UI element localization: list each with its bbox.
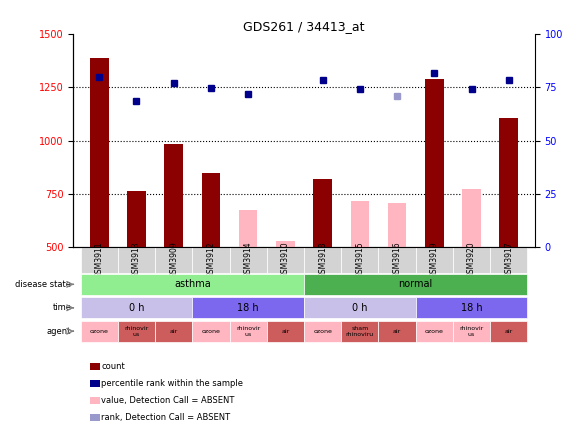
FancyBboxPatch shape [304, 274, 528, 295]
FancyBboxPatch shape [118, 321, 155, 342]
Text: time: time [52, 303, 72, 312]
Text: GSM3916: GSM3916 [392, 242, 401, 278]
Text: air: air [282, 329, 289, 334]
Text: GSM3917: GSM3917 [504, 242, 513, 278]
FancyBboxPatch shape [193, 297, 304, 318]
FancyBboxPatch shape [193, 321, 230, 342]
Text: air: air [393, 329, 401, 334]
Bar [202, 173, 220, 247]
Bar [314, 179, 332, 247]
FancyBboxPatch shape [155, 247, 193, 273]
FancyBboxPatch shape [341, 247, 378, 273]
Text: air: air [169, 329, 178, 334]
FancyBboxPatch shape [230, 321, 267, 342]
FancyBboxPatch shape [193, 247, 230, 273]
Text: sham
rhinoviru: sham rhinoviru [346, 326, 374, 337]
FancyBboxPatch shape [341, 321, 378, 342]
Bar [499, 118, 518, 247]
FancyBboxPatch shape [453, 321, 490, 342]
Text: GSM3918: GSM3918 [318, 242, 327, 278]
FancyBboxPatch shape [490, 321, 528, 342]
FancyBboxPatch shape [118, 247, 155, 273]
Text: value, Detection Call = ABSENT: value, Detection Call = ABSENT [101, 396, 235, 405]
Text: GSM3912: GSM3912 [207, 242, 216, 278]
Text: air: air [504, 329, 513, 334]
Text: GSM3914: GSM3914 [244, 242, 253, 278]
Bar [276, 241, 294, 247]
Text: 0 h: 0 h [129, 303, 144, 313]
FancyBboxPatch shape [267, 247, 304, 273]
Text: 18 h: 18 h [461, 303, 482, 313]
FancyBboxPatch shape [81, 274, 304, 295]
FancyBboxPatch shape [267, 321, 304, 342]
Bar [164, 144, 183, 247]
FancyBboxPatch shape [415, 321, 453, 342]
Text: ozone: ozone [90, 329, 109, 334]
FancyBboxPatch shape [81, 321, 118, 342]
Text: rank, Detection Call = ABSENT: rank, Detection Call = ABSENT [101, 413, 230, 422]
FancyBboxPatch shape [230, 247, 267, 273]
Text: GSM3913: GSM3913 [132, 242, 141, 278]
FancyBboxPatch shape [453, 247, 490, 273]
Text: agent: agent [47, 327, 72, 336]
Text: count: count [101, 362, 125, 371]
Bar [351, 201, 369, 247]
Text: GSM3911: GSM3911 [95, 242, 104, 278]
FancyBboxPatch shape [378, 321, 415, 342]
FancyBboxPatch shape [81, 297, 193, 318]
Text: ozone: ozone [425, 329, 444, 334]
Text: rhinovir
us: rhinovir us [124, 326, 149, 337]
Bar [127, 191, 146, 247]
Text: disease state: disease state [15, 280, 72, 289]
Text: GSM3910: GSM3910 [281, 242, 290, 278]
Bar [90, 58, 109, 247]
Text: GSM3919: GSM3919 [430, 242, 439, 278]
Bar [388, 203, 406, 247]
FancyBboxPatch shape [81, 247, 118, 273]
Text: normal: normal [399, 279, 433, 289]
Text: rhinovir
us: rhinovir us [236, 326, 260, 337]
FancyBboxPatch shape [415, 247, 453, 273]
Text: ozone: ozone [202, 329, 220, 334]
FancyBboxPatch shape [155, 321, 193, 342]
Title: GDS261 / 34413_at: GDS261 / 34413_at [243, 20, 365, 33]
Text: ozone: ozone [313, 329, 332, 334]
FancyBboxPatch shape [304, 247, 341, 273]
Text: GSM3909: GSM3909 [169, 242, 178, 278]
Bar [462, 188, 481, 247]
FancyBboxPatch shape [490, 247, 528, 273]
Text: asthma: asthma [174, 279, 211, 289]
Text: 0 h: 0 h [352, 303, 368, 313]
Bar [425, 79, 444, 247]
Text: GSM3915: GSM3915 [355, 242, 364, 278]
FancyBboxPatch shape [378, 247, 415, 273]
Bar [239, 210, 257, 247]
FancyBboxPatch shape [304, 321, 341, 342]
Text: rhinovir
us: rhinovir us [459, 326, 484, 337]
Text: percentile rank within the sample: percentile rank within the sample [101, 379, 243, 388]
Text: GSM3920: GSM3920 [467, 242, 476, 278]
FancyBboxPatch shape [415, 297, 528, 318]
Text: 18 h: 18 h [238, 303, 259, 313]
FancyBboxPatch shape [304, 297, 415, 318]
